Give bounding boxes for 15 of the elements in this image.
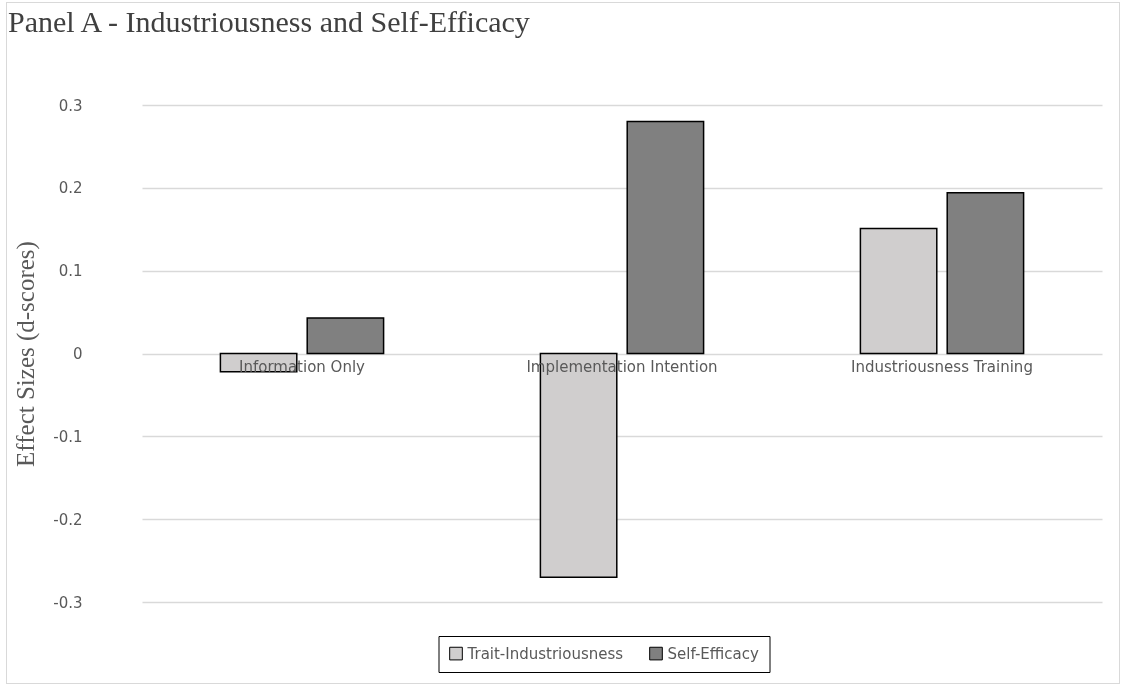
bar (626, 120, 705, 355)
chart-title: Panel A - Industriousness and Self-Efficacy (8, 5, 530, 38)
y-tick-label: 0 (72, 345, 83, 363)
y-tick-label: 0.3 (58, 96, 83, 115)
legend-label: Self-Efficacy (667, 644, 759, 663)
legend-label: Trait-Industriousness (466, 644, 624, 663)
y-tick-label: 0.2 (58, 179, 83, 198)
y-tick-label: -0.1 (53, 427, 83, 446)
y-tick-label: 0.1 (58, 262, 83, 281)
bar (306, 317, 385, 355)
y-axis-title: Effect Sizes (d-scores) (12, 241, 41, 467)
y-tick-label: -0.3 (53, 593, 83, 612)
x-tick-label: Industriousness Training (851, 358, 1033, 376)
y-tick-label: -0.2 (53, 510, 83, 529)
bar (946, 192, 1025, 355)
